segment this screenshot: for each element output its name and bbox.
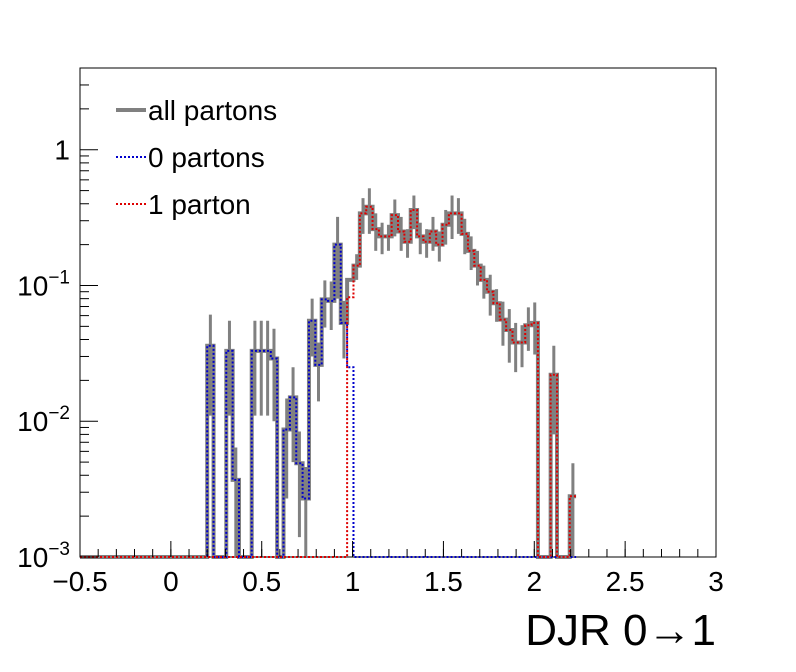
series-line-1 (80, 243, 577, 558)
series-line-0 (80, 204, 577, 559)
x-tick-label: −0.5 (52, 566, 107, 597)
series-line-2 (80, 205, 577, 558)
y-tick-label: 10−2 (17, 403, 70, 437)
y-tick-label: 10−1 (17, 267, 70, 301)
plot-area-border (79, 67, 717, 558)
y-tick-label: 1 (54, 135, 70, 166)
x-axis-title: DJR 0→1 (525, 606, 716, 655)
legend-label-1: 0 partons (148, 142, 265, 173)
plot-frame (79, 67, 717, 558)
y-tick-label: 10−3 (17, 539, 70, 573)
x-tick-label: 1.5 (424, 566, 463, 597)
x-tick-label: 3 (708, 566, 724, 597)
legend-label-0: all partons (148, 95, 277, 126)
axes: −0.5 0 0.5 1 1.5 2 2.5 3 1 10−1 10−2 10−3 (17, 84, 724, 597)
histogram-series (80, 188, 577, 559)
x-tick-label: 1 (345, 566, 361, 597)
legend-label-2: 1 parton (148, 189, 251, 220)
x-tick-label: 0.5 (242, 566, 281, 597)
x-tick-label: 2 (526, 566, 542, 597)
legend: all partons 0 partons 1 parton (116, 95, 277, 220)
x-tick-label: 2.5 (606, 566, 645, 597)
x-tick-label: 0 (163, 566, 179, 597)
